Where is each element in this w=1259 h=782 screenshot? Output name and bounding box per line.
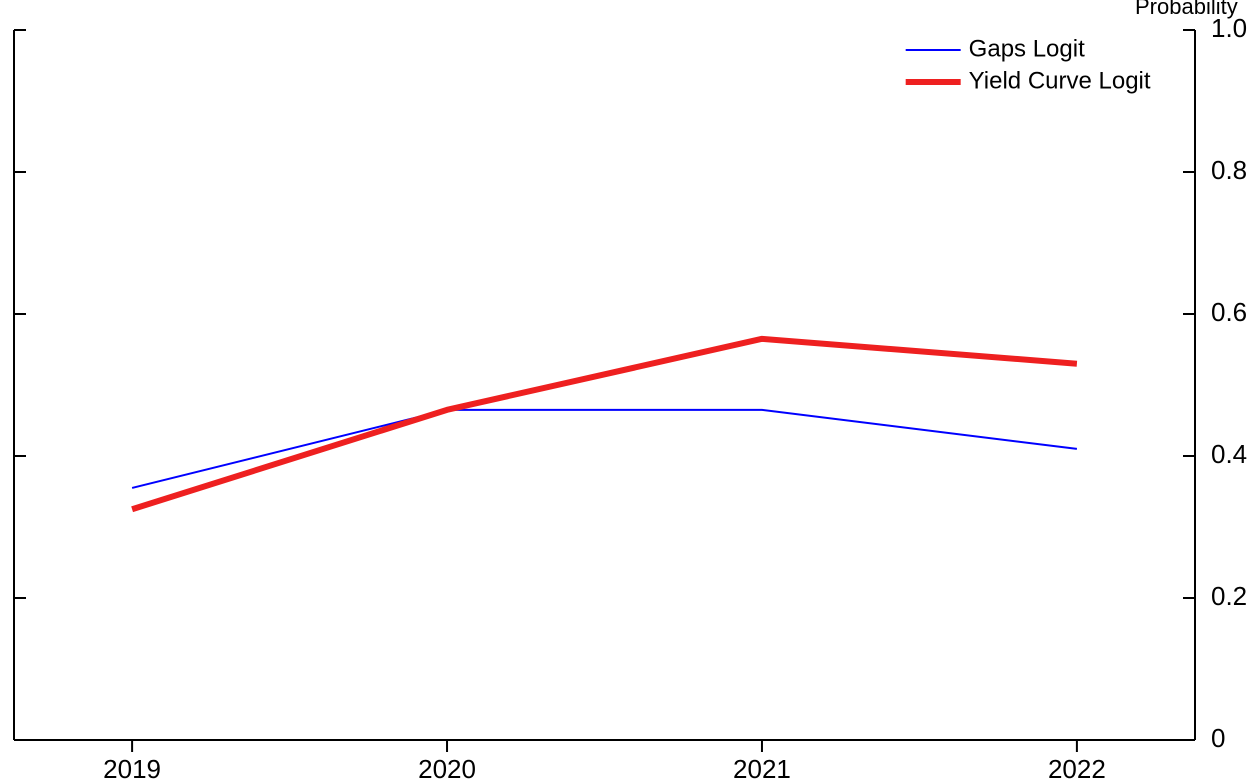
y-tick-label: 0 — [1211, 723, 1225, 753]
x-tick-label: 2019 — [103, 754, 161, 782]
y-tick-label: 0.8 — [1211, 155, 1247, 185]
legend-label: Yield Curve Logit — [969, 67, 1151, 94]
y-tick-label: 0.2 — [1211, 581, 1247, 611]
y-tick-label: 0.6 — [1211, 297, 1247, 327]
chart-container: 00.20.40.60.81.0Probability2019202020212… — [0, 0, 1259, 782]
x-tick-label: 2022 — [1048, 754, 1106, 782]
x-tick-label: 2020 — [418, 754, 476, 782]
line-chart: 00.20.40.60.81.0Probability2019202020212… — [0, 0, 1259, 782]
y-tick-label: 0.4 — [1211, 439, 1247, 469]
legend-label: Gaps Logit — [969, 35, 1085, 62]
x-tick-label: 2021 — [733, 754, 791, 782]
y-axis-title: Probability — [1135, 0, 1238, 19]
